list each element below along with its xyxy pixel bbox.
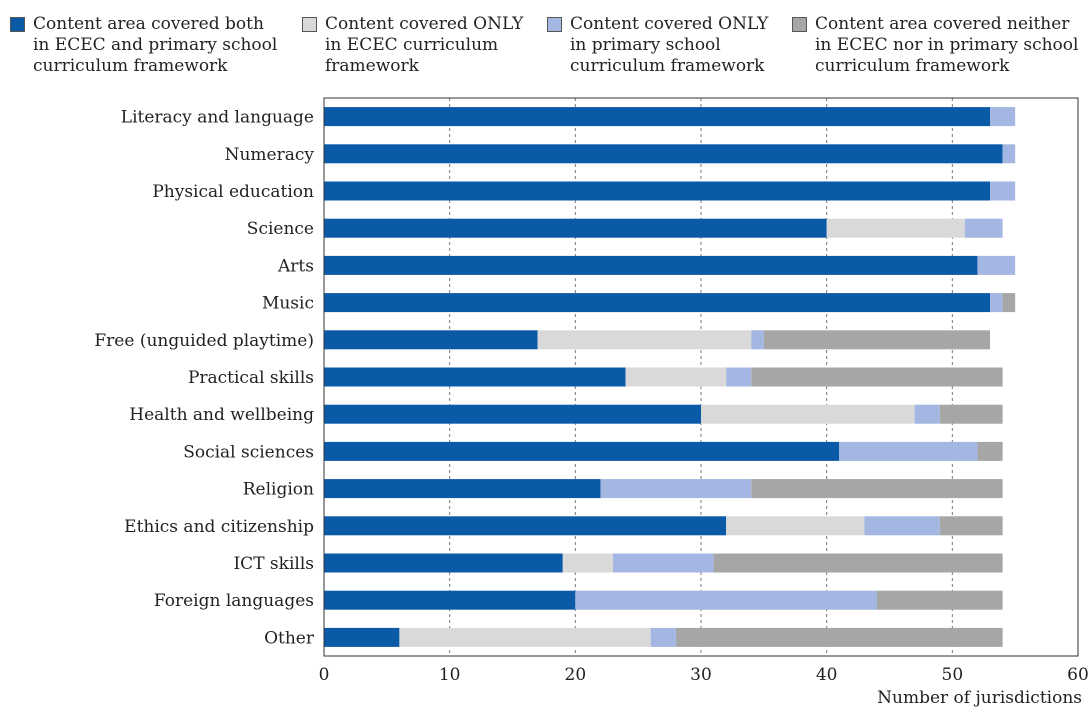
x-axis-title: Number of jurisdictions <box>877 688 1082 708</box>
category-label: Ethics and citizenship <box>124 517 314 537</box>
category-label: Practical skills <box>188 368 314 388</box>
legend-item-neither: Content area covered neither in ECEC nor… <box>792 14 1078 77</box>
bar-segment <box>726 516 865 536</box>
bar-segment <box>1002 293 1016 313</box>
bar-segment <box>399 627 651 647</box>
category-label: Religion <box>243 480 314 500</box>
legend-swatch-primary-only <box>547 17 562 32</box>
bar-segment <box>324 479 601 499</box>
category-label: ICT skills <box>233 554 314 574</box>
bar-segment <box>726 367 752 387</box>
bar-segment <box>650 627 676 647</box>
legend-item-primary-only: Content covered ONLY in primary school c… <box>547 14 768 77</box>
bar-segment <box>990 107 1016 127</box>
legend-swatch-neither <box>792 17 807 32</box>
bar-segment <box>914 404 940 424</box>
bar-segment <box>713 553 1003 573</box>
bar-segment <box>839 441 978 461</box>
x-tick-label: 60 <box>1067 665 1089 685</box>
bar-segment <box>939 516 1003 536</box>
bar-segment <box>324 107 991 127</box>
bar-segment <box>324 293 991 313</box>
bar-segment <box>1002 144 1016 164</box>
category-label: Free (unguided playtime) <box>94 331 314 351</box>
bar-segment <box>324 181 991 201</box>
bar-segment <box>324 144 1003 164</box>
legend-item-both: Content area covered both in ECEC and pr… <box>10 14 277 77</box>
x-tick-label: 20 <box>565 665 587 685</box>
bar-segment <box>977 255 1016 275</box>
bar-segment <box>537 330 752 350</box>
bar-segment <box>701 404 915 424</box>
bar-segment <box>600 479 752 499</box>
bar-segment <box>751 479 1003 499</box>
bar-segment <box>324 367 626 387</box>
x-tick-label: 10 <box>439 665 461 685</box>
category-label: Other <box>264 628 315 648</box>
bar-segment <box>324 255 978 275</box>
bar-segment <box>324 590 576 610</box>
category-label: Social sciences <box>183 442 314 462</box>
bar-segment <box>324 441 840 461</box>
bar-segment <box>575 590 877 610</box>
legend-label-neither: Content area covered neither in ECEC nor… <box>815 14 1079 76</box>
plot-area-frame <box>323 97 1079 657</box>
category-label: Science <box>247 219 314 239</box>
bar-segment <box>675 627 1003 647</box>
category-label: Literacy and language <box>121 108 314 128</box>
bar-segment <box>826 218 965 238</box>
legend-swatch-ecec-only <box>302 17 317 32</box>
legend-label-both: Content area covered both in ECEC and pr… <box>33 14 278 76</box>
legend-item-ecec-only: Content covered ONLY in ECEC curriculum … <box>302 14 523 77</box>
bar-segment <box>864 516 940 536</box>
bar-segment <box>763 330 991 350</box>
category-labels: Literacy and language Numeracy Physical ed… <box>94 108 314 649</box>
bar-segment <box>324 627 400 647</box>
bar-segment <box>324 330 538 350</box>
category-label: Health and wellbeing <box>129 405 314 425</box>
bar-segment <box>751 330 764 350</box>
legend: Content area covered both in ECEC and pr… <box>10 14 1085 84</box>
bar-segment <box>625 367 727 387</box>
legend-label-primary-only: Content covered ONLY in primary school c… <box>570 14 769 76</box>
bar-segment <box>324 516 727 536</box>
bar-segment <box>990 293 1003 313</box>
bar-segment <box>324 404 701 424</box>
bar-segment <box>324 553 563 573</box>
category-label: Music <box>262 294 314 314</box>
bar-segment <box>562 553 614 573</box>
x-axis-ticks: 0 10 20 30 40 50 60 <box>319 665 1089 685</box>
x-tick-label: 40 <box>816 665 838 685</box>
legend-label-ecec-only: Content covered ONLY in ECEC curriculum … <box>325 14 524 76</box>
category-label: Physical education <box>152 182 314 202</box>
bar-segment <box>977 441 1003 461</box>
bar-segment <box>613 553 714 573</box>
category-label: Numeracy <box>225 145 315 165</box>
bar-segment <box>964 218 1003 238</box>
bar-segment <box>876 590 1003 610</box>
bar-segment <box>324 218 827 238</box>
bar-segment <box>990 181 1016 201</box>
bar-segment <box>939 404 1003 424</box>
category-label: Foreign languages <box>154 591 314 611</box>
bar-segment <box>751 367 1003 387</box>
x-tick-label: 0 <box>319 665 330 685</box>
x-tick-label: 30 <box>690 665 712 685</box>
category-label: Arts <box>277 256 314 276</box>
bars <box>324 107 1016 647</box>
x-tick-label: 50 <box>942 665 964 685</box>
legend-swatch-both <box>10 17 25 32</box>
